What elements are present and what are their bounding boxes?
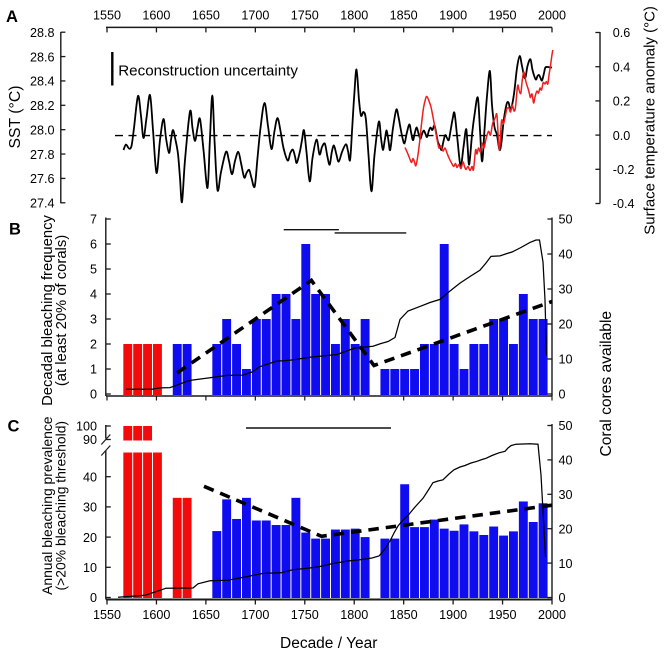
svg-text:30: 30 (83, 501, 97, 515)
svg-text:40: 40 (83, 470, 97, 484)
svg-text:1550: 1550 (93, 9, 121, 23)
svg-text:A: A (6, 8, 18, 26)
svg-text:28.0: 28.0 (30, 123, 55, 137)
svg-text:1800: 1800 (340, 9, 368, 23)
svg-text:27.6: 27.6 (30, 172, 55, 186)
svg-text:28.8: 28.8 (30, 26, 55, 40)
svg-text:27.4: 27.4 (30, 196, 55, 210)
svg-text:28.2: 28.2 (30, 99, 55, 113)
svg-text:1950: 1950 (489, 608, 517, 622)
svg-text:4: 4 (90, 288, 97, 302)
svg-text:-0.2: -0.2 (613, 163, 635, 177)
svg-text:Decade / Year: Decade / Year (280, 635, 377, 652)
svg-text:Annual bleaching prevalence: Annual bleaching prevalence (39, 416, 55, 595)
svg-text:1950: 1950 (489, 9, 517, 23)
svg-text:1800: 1800 (340, 608, 368, 622)
svg-text:0.2: 0.2 (613, 95, 631, 109)
svg-text:28.6: 28.6 (30, 50, 55, 64)
svg-text:0: 0 (559, 388, 566, 402)
svg-text:50: 50 (559, 213, 573, 227)
svg-text:90: 90 (83, 433, 97, 447)
svg-text:1850: 1850 (390, 608, 418, 622)
svg-text:1700: 1700 (241, 9, 269, 23)
svg-text:2: 2 (90, 338, 97, 352)
svg-text:10: 10 (83, 561, 97, 575)
svg-text:1750: 1750 (291, 9, 319, 23)
svg-text:20: 20 (83, 531, 97, 545)
svg-text:B: B (9, 221, 21, 239)
svg-text:1600: 1600 (142, 608, 170, 622)
svg-text:2000: 2000 (538, 608, 566, 622)
svg-text:(>20% bleaching threshold): (>20% bleaching threshold) (53, 421, 69, 591)
svg-text:7: 7 (90, 213, 97, 227)
svg-text:30: 30 (559, 488, 573, 502)
svg-text:1650: 1650 (192, 9, 220, 23)
svg-text:3: 3 (90, 313, 97, 327)
svg-text:Decadal bleaching frequency: Decadal bleaching frequency (40, 214, 56, 405)
svg-text:Coral cores available: Coral cores available (598, 311, 615, 457)
svg-text:0.4: 0.4 (613, 60, 631, 74)
svg-text:1700: 1700 (241, 608, 269, 622)
svg-text:1900: 1900 (439, 9, 467, 23)
svg-text:50: 50 (559, 419, 573, 433)
svg-text:28.4: 28.4 (30, 75, 55, 89)
svg-text:6: 6 (90, 238, 97, 252)
svg-text:(at least 20% of corals): (at least 20% of corals) (54, 235, 70, 386)
svg-text:0.6: 0.6 (613, 26, 631, 40)
svg-text:40: 40 (559, 248, 573, 262)
svg-text:27.8: 27.8 (30, 148, 55, 162)
svg-text:100: 100 (76, 420, 97, 434)
svg-text:1650: 1650 (192, 608, 220, 622)
svg-text:5: 5 (90, 263, 97, 277)
svg-text:1850: 1850 (390, 9, 418, 23)
svg-text:Reconstruction uncertainty: Reconstruction uncertainty (118, 63, 298, 80)
svg-text:1: 1 (90, 363, 97, 377)
svg-text:20: 20 (559, 318, 573, 332)
svg-text:30: 30 (559, 283, 573, 297)
svg-text:C: C (8, 418, 20, 436)
svg-text:0: 0 (90, 591, 97, 605)
svg-text:0: 0 (90, 388, 97, 402)
svg-text:40: 40 (559, 454, 573, 468)
svg-text:1600: 1600 (142, 9, 170, 23)
svg-text:-0.4: -0.4 (613, 197, 635, 211)
svg-text:1750: 1750 (291, 608, 319, 622)
svg-text:1550: 1550 (93, 608, 121, 622)
svg-text:0.0: 0.0 (613, 129, 631, 143)
svg-text:Surface temperature anomaly (°: Surface temperature anomaly (°C) (642, 6, 659, 235)
svg-text:10: 10 (559, 353, 573, 367)
svg-text:1900: 1900 (439, 608, 467, 622)
svg-text:20: 20 (559, 522, 573, 536)
svg-text:10: 10 (559, 557, 573, 571)
svg-text:0: 0 (559, 591, 566, 605)
svg-text:2000: 2000 (538, 9, 566, 23)
svg-text:SST (°C): SST (°C) (7, 85, 24, 148)
